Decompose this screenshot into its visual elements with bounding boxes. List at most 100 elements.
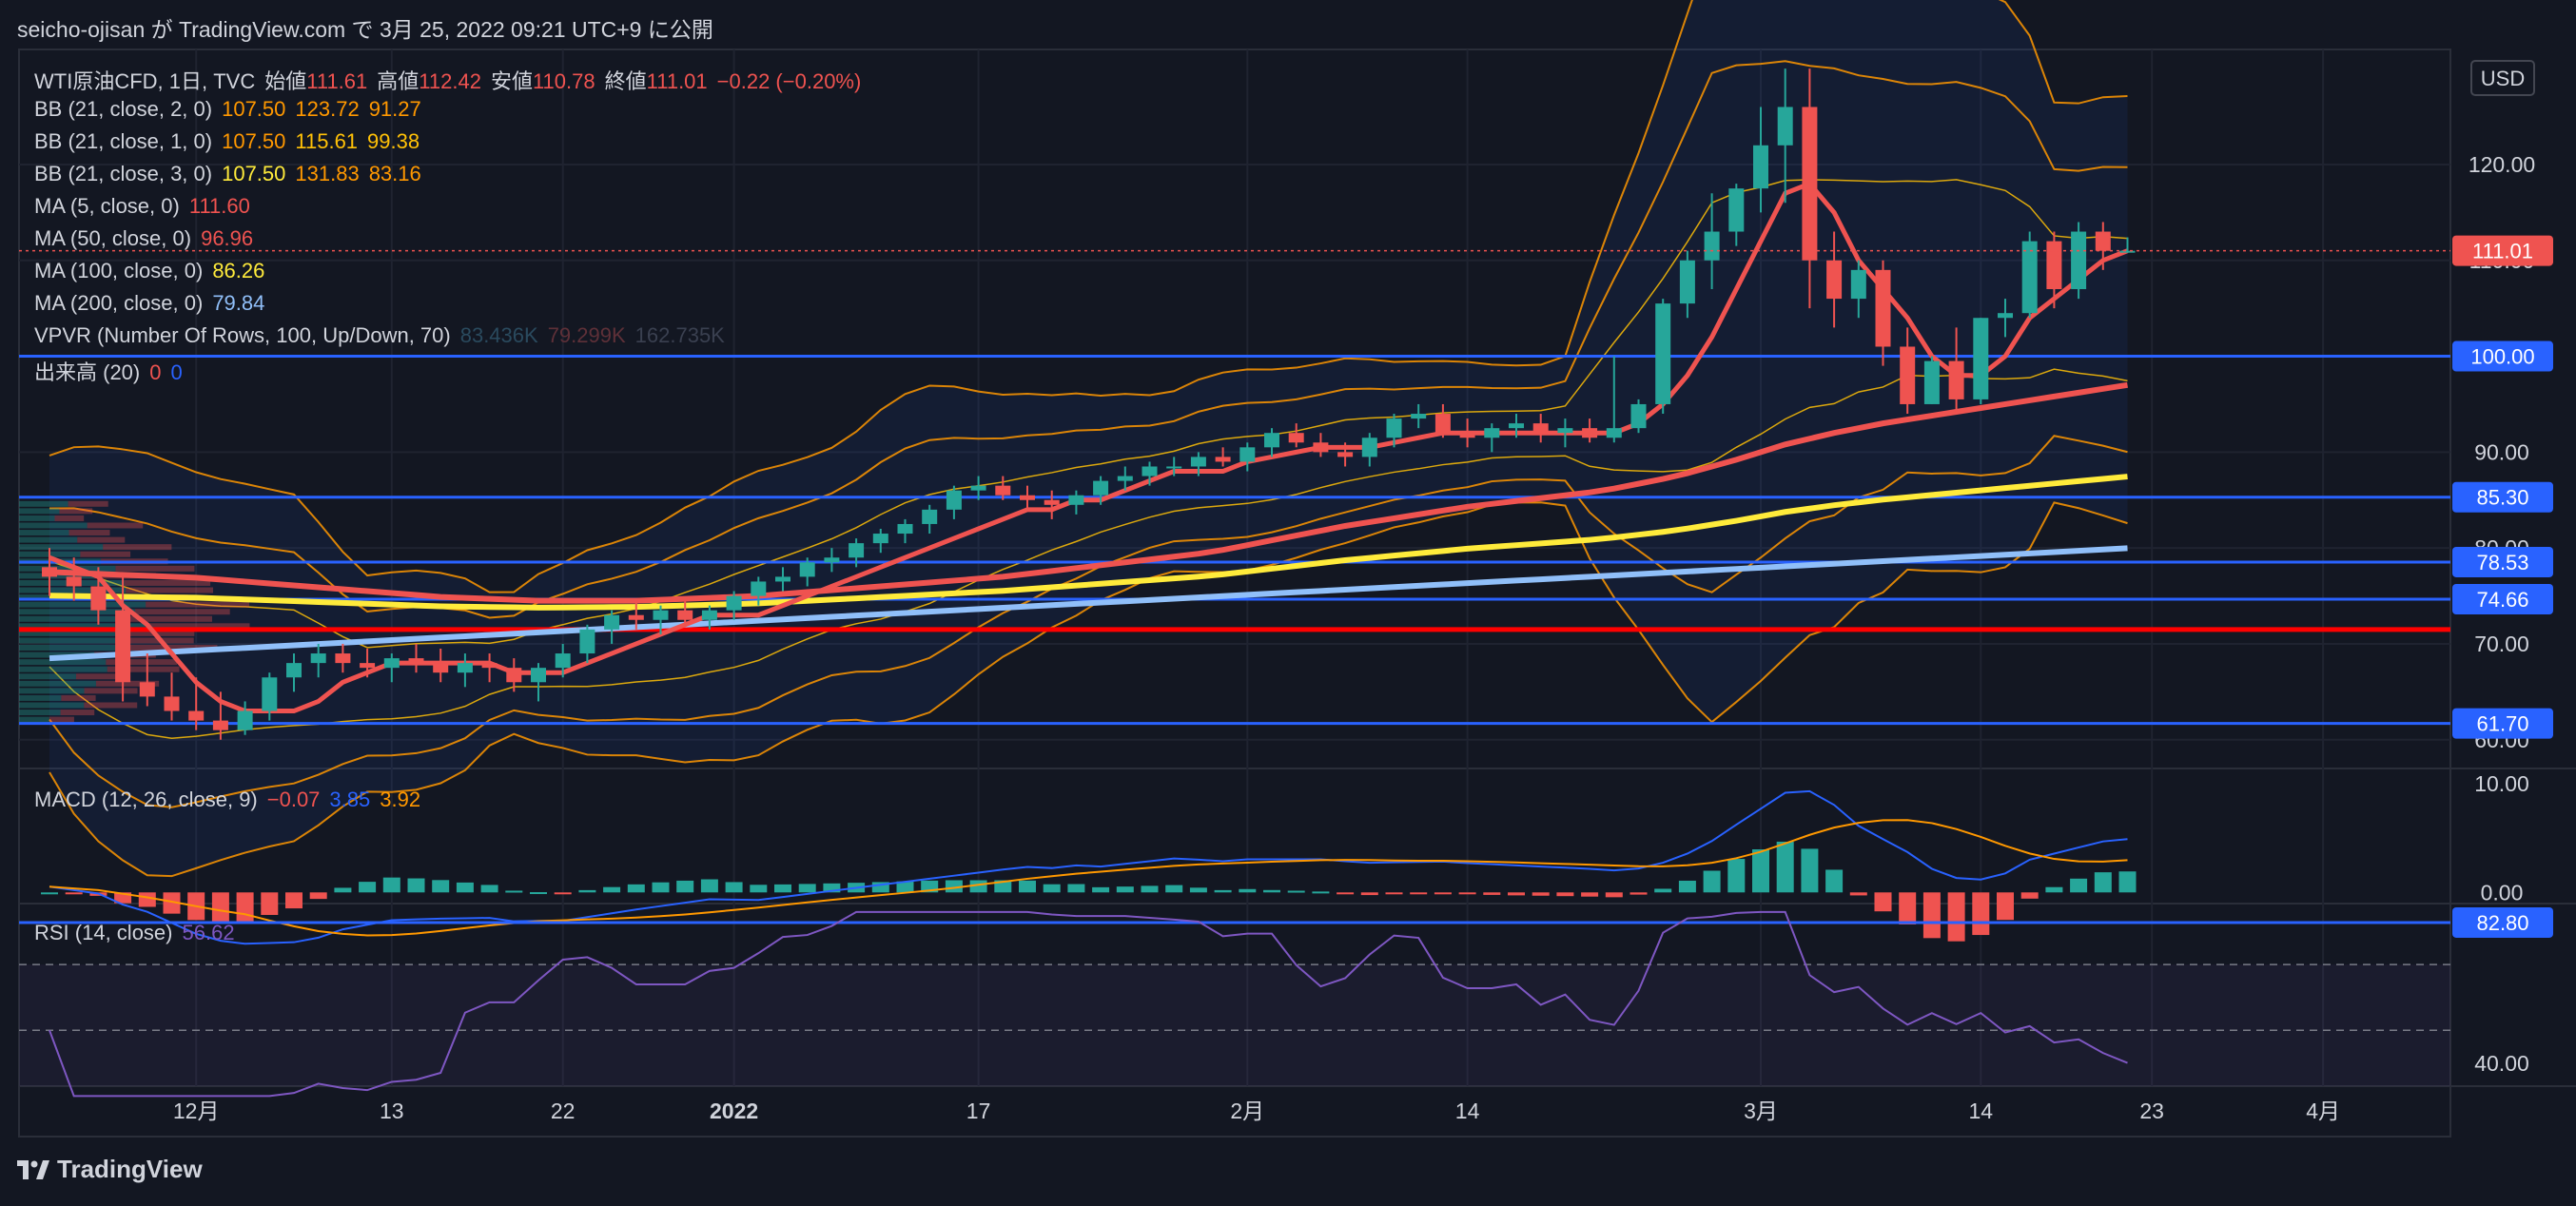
macd-histogram-bar <box>1263 889 1280 893</box>
candle-body <box>1239 447 1256 462</box>
candle-body <box>1753 145 1768 189</box>
bb-band-line <box>49 60 2128 619</box>
rsi-level-label: 82.80 <box>2476 911 2528 935</box>
vpvr-up-bar <box>19 694 62 701</box>
vpvr-up-bar <box>19 508 60 515</box>
candle-body <box>188 710 205 721</box>
vpvr-down-bar <box>61 694 96 701</box>
level-label-box <box>2452 340 2553 372</box>
macd-histogram-bar <box>236 892 254 923</box>
vpvr-up-bar <box>19 652 95 658</box>
rsi-tick-label: 40.00 <box>2474 1051 2529 1076</box>
macd-histogram-bar <box>382 877 400 893</box>
macd-histogram-bar <box>1287 890 1305 893</box>
candle-body <box>1557 428 1573 434</box>
bb-band-line <box>49 501 2128 878</box>
macd-histogram-bar <box>603 886 621 893</box>
macd-histogram-bar <box>530 892 547 895</box>
level-label: 78.53 <box>2476 551 2528 574</box>
vpvr-down-bar <box>106 659 178 666</box>
macd-histogram-bar <box>261 892 279 915</box>
macd-histogram-bar <box>1605 892 1623 898</box>
candle-body <box>1459 433 1475 438</box>
macd-tick-label: 10.00 <box>2474 771 2529 796</box>
vpvr-up-bar <box>19 630 116 636</box>
legend-ma200: MA (200, close, 0) 79.84 <box>34 291 265 315</box>
legend-rsi: RSI (14, close) 56.62 <box>34 921 235 944</box>
candle-body <box>970 485 986 491</box>
candle-body <box>1655 303 1671 404</box>
vpvr-up-bar <box>19 645 128 651</box>
candle-body <box>555 653 571 669</box>
currency-label: USD <box>2481 67 2525 90</box>
macd-histogram-bar <box>676 880 694 893</box>
vpvr-down-bar <box>60 710 95 716</box>
vpvr-up-bar <box>19 536 78 543</box>
candle-body <box>1434 414 1451 434</box>
candle-body <box>1998 313 2013 319</box>
macd-histogram-bar <box>1043 884 1061 893</box>
legend-bb1: BB (21, close, 1, 0) 107.50 115.61 99.38 <box>34 129 420 153</box>
last-price-box <box>2452 235 2553 266</box>
macd-histogram-bar <box>1972 892 1990 936</box>
macd-histogram-bar <box>1825 869 1844 893</box>
macd-histogram-bar <box>1532 892 1550 896</box>
macd-histogram-bar <box>1703 870 1721 893</box>
candle-body <box>1386 418 1402 438</box>
macd-histogram-bar <box>1337 892 1355 895</box>
rsi-band <box>19 964 2450 1086</box>
candle-body <box>1630 403 1647 429</box>
candle-body <box>66 576 82 587</box>
macd-histogram-bar <box>456 882 474 893</box>
candle-body <box>824 557 840 563</box>
x-tick-label: 17 <box>966 1099 991 1123</box>
level-label-box <box>2452 583 2553 614</box>
legend-bb2: BB (21, close, 2, 0) 107.50 123.72 91.27 <box>34 97 421 121</box>
macd-histogram-bar <box>1508 892 1525 896</box>
candle-body <box>1973 318 1989 399</box>
vpvr-down-bar <box>75 673 124 680</box>
candle-body <box>42 567 57 577</box>
macd-histogram-bar <box>700 879 718 893</box>
legend-symbol[interactable]: WTI原油CFD, 1日, TVC <box>34 69 256 93</box>
vpvr-down-bar <box>126 587 214 593</box>
candle-body <box>579 629 595 654</box>
currency-badge <box>2470 60 2535 96</box>
candle-body <box>1802 107 1818 261</box>
vpvr-up-bar <box>19 565 116 572</box>
level-label-box <box>2452 708 2553 739</box>
vpvr-down-bar <box>115 637 194 644</box>
macd-histogram-bar <box>285 892 302 909</box>
candle-body <box>1923 360 1940 404</box>
legend-ma50: MA (50, close, 0) 96.96 <box>34 226 254 250</box>
vpvr-up-bar <box>19 666 107 672</box>
vpvr-down-bar <box>134 609 230 615</box>
vpvr-up-bar <box>19 500 68 507</box>
macd-histogram-bar <box>432 880 450 893</box>
candle-body <box>1704 231 1720 261</box>
candle-body <box>849 543 865 558</box>
rsi-line <box>49 910 2128 1098</box>
legend-main: WTI原油CFD, 1日, TVC 始値111.61 高値112.42 安値110.7… <box>34 69 862 93</box>
vpvr-up-bar <box>19 544 104 551</box>
macd-histogram-bar <box>750 885 768 893</box>
macd-histogram-bar <box>41 892 58 895</box>
candle-body <box>872 534 888 544</box>
tradingview-logo[interactable]: TradingView <box>17 1155 203 1184</box>
vpvr-down-bar <box>146 623 250 630</box>
macd-signal-line <box>49 819 2128 937</box>
candle-body <box>139 682 155 697</box>
candle-body <box>1215 457 1231 462</box>
macd-histogram-bar <box>969 880 987 893</box>
macd-histogram-bar <box>1385 892 1403 895</box>
candle-body <box>1582 428 1598 438</box>
vpvr-up-bar <box>19 710 61 716</box>
macd-histogram-bar <box>2045 886 2063 893</box>
candle-body <box>726 595 742 611</box>
macd-histogram-bar <box>163 892 181 914</box>
vpvr-down-bar <box>68 530 110 536</box>
macd-histogram-bar <box>1849 892 1867 896</box>
candle-body <box>995 485 1011 496</box>
candle-body <box>90 586 107 611</box>
